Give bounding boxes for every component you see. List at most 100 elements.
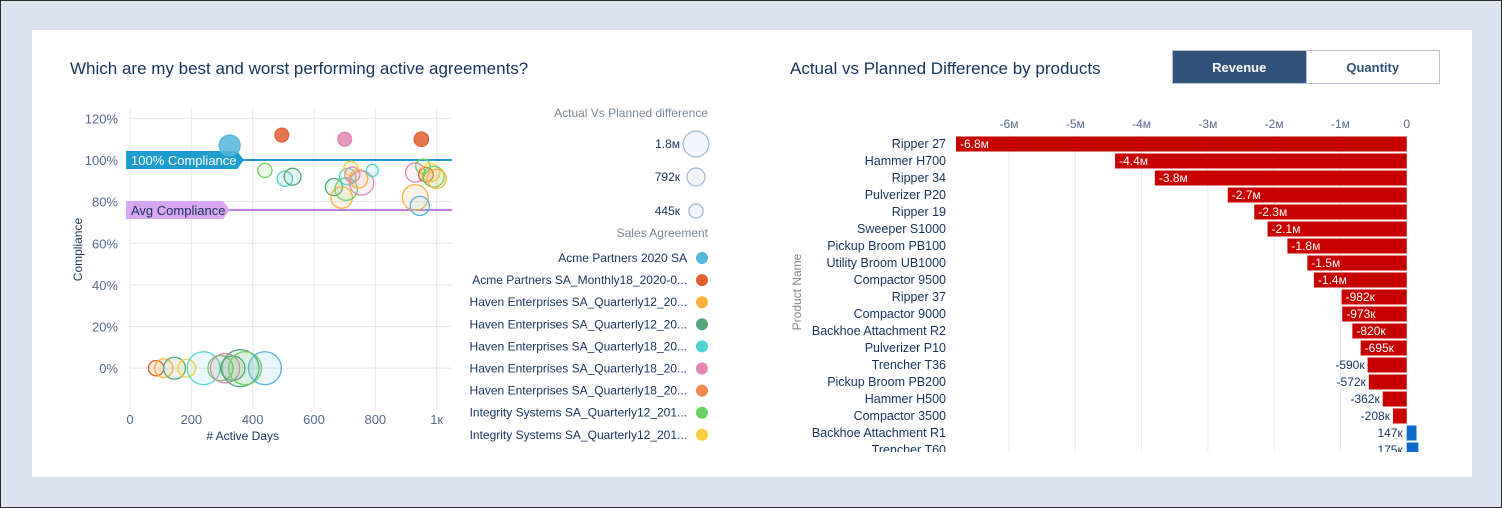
scatter-point[interactable]: [283, 167, 302, 186]
x-tick-label: 1к: [430, 412, 443, 427]
scatter-point[interactable]: [409, 195, 431, 217]
size-legend-circle: [688, 203, 704, 219]
bar[interactable]: [1367, 357, 1407, 373]
bar[interactable]: [1287, 238, 1407, 254]
bar[interactable]: [1382, 391, 1407, 407]
scatter-chart: 0% 20% 40% 60% 80% 100% 120% 0 200 400 600 800 1к # A…: [71, 106, 710, 443]
x-tick-label: 200: [180, 412, 202, 427]
scatter-point[interactable]: [218, 134, 241, 157]
color-legend-label[interactable]: Acme Partners 2020 SA: [558, 251, 687, 265]
color-legend-label[interactable]: Haven Enterprises SA_Quarterly18_20...: [470, 339, 687, 353]
x-tick-label: -1м: [1331, 117, 1350, 131]
y-tick-label: 0%: [99, 361, 118, 376]
bar-chart: -6м -5м -4м -3м -2м -1м 0 Product Name Ripper 27…: [790, 117, 1419, 456]
x-tick-label: 600: [303, 412, 325, 427]
data-label: -2.3м: [1258, 205, 1287, 219]
size-legend-label: 445к: [655, 204, 681, 218]
y-tick-label: 100%: [85, 153, 119, 168]
y-tick-label: 80%: [92, 195, 118, 210]
bar[interactable]: [1313, 272, 1407, 288]
scatter-point[interactable]: [426, 168, 447, 190]
scatter-point[interactable]: [348, 170, 375, 196]
bar[interactable]: [1267, 221, 1407, 237]
data-label: -2.7м: [1232, 188, 1261, 202]
scatter-point[interactable]: [227, 351, 263, 386]
scatter-point[interactable]: [365, 163, 379, 178]
scatter-point[interactable]: [404, 162, 426, 183]
bar-chart-title: Actual vs Planned Difference by products: [790, 59, 1101, 78]
bar[interactable]: [1307, 255, 1407, 271]
bar[interactable]: [1115, 153, 1407, 169]
scatter-point[interactable]: [343, 160, 359, 177]
x-tick-label: -6м: [1000, 117, 1019, 131]
bar[interactable]: [1392, 408, 1407, 424]
scatter-point[interactable]: [413, 131, 430, 148]
scatter-point[interactable]: [219, 355, 246, 382]
scatter-point[interactable]: [257, 162, 273, 179]
scatter-point[interactable]: [330, 186, 354, 209]
reference-tag: [126, 151, 244, 170]
color-legend-swatch: [696, 252, 708, 264]
color-legend-swatch: [696, 296, 708, 309]
bar[interactable]: [1227, 187, 1407, 203]
color-legend-label[interactable]: Haven Enterprises SA_Quarterly18_20...: [470, 384, 687, 398]
color-legend-swatch: [696, 318, 708, 331]
size-legend-label: 1.8м: [655, 137, 680, 151]
scatter-point[interactable]: [247, 351, 283, 386]
quantity-toggle-button[interactable]: Quantity: [1305, 51, 1439, 83]
revenue-toggle-button[interactable]: Revenue: [1173, 51, 1306, 83]
color-legend-swatch: [696, 340, 708, 353]
category-label: Pickup Broom PB200: [827, 375, 946, 389]
x-tick-label: 800: [364, 412, 386, 427]
data-label: -362к: [1350, 392, 1380, 406]
scatter-point[interactable]: [337, 131, 353, 147]
data-label: 175к: [1377, 443, 1403, 455]
color-legend-label[interactable]: Acme Partners SA_Monthly18_2020-0...: [472, 273, 687, 287]
data-label: -695к: [1365, 341, 1395, 355]
category-label: Backhoe Attachment R2: [812, 324, 946, 338]
y-tick-label: 120%: [85, 111, 119, 126]
category-label: Hammer H700: [865, 154, 946, 168]
bar[interactable]: [1352, 323, 1407, 339]
bar[interactable]: [1406, 425, 1417, 441]
category-label: Utility Broom UB1000: [827, 256, 947, 270]
y-axis-label: Compliance: [71, 218, 85, 282]
scatter-chart-title: Which are my best and worst performing a…: [70, 59, 529, 78]
data-label: 147к: [1377, 426, 1403, 440]
bar[interactable]: [1341, 289, 1407, 305]
metric-toggle: Revenue Quantity: [1172, 50, 1440, 84]
data-label: -572к: [1337, 375, 1367, 389]
reference-tag: [126, 200, 230, 219]
category-label: Pickup Broom PB100: [827, 239, 946, 253]
bar[interactable]: [1406, 442, 1419, 456]
bar[interactable]: [1154, 170, 1407, 186]
data-label: -1.5м: [1311, 256, 1340, 270]
scatter-point[interactable]: [417, 166, 434, 183]
color-legend-title: Sales Agreement: [617, 226, 709, 240]
bar[interactable]: [1342, 306, 1407, 322]
scatter-point[interactable]: [209, 352, 241, 384]
y-tick-label: 40%: [92, 278, 118, 293]
scatter-point[interactable]: [420, 162, 441, 183]
data-label: -982к: [1346, 290, 1376, 304]
color-legend-label[interactable]: Integrity Systems SA_Quarterly12_201...: [470, 406, 687, 420]
bar[interactable]: [956, 136, 1407, 152]
color-legend-label[interactable]: Haven Enterprises SA_Quarterly12_20...: [470, 317, 687, 331]
data-label: -6.8м: [960, 137, 989, 151]
color-legend-label[interactable]: Haven Enterprises SA_Quarterly12_20...: [470, 295, 687, 309]
bar[interactable]: [1254, 204, 1407, 220]
category-label: Backhoe Attachment R1: [812, 426, 946, 440]
color-legend-label[interactable]: Haven Enterprises SA_Quarterly18_20...: [470, 362, 687, 376]
scatter-point[interactable]: [274, 127, 290, 143]
size-legend-label: 792к: [655, 170, 681, 184]
category-label: Ripper 37: [892, 290, 946, 304]
data-label: -4.4м: [1119, 154, 1148, 168]
bar[interactable]: [1368, 374, 1407, 390]
reference-label: 100% Compliance: [131, 153, 237, 168]
color-legend-label[interactable]: Integrity Systems SA_Quarterly12_201...: [470, 428, 687, 442]
scatter-point[interactable]: [422, 165, 445, 188]
category-label: Ripper 34: [892, 171, 946, 185]
color-legend-swatch: [696, 428, 708, 441]
size-legend-circle: [686, 167, 706, 187]
bar[interactable]: [1360, 340, 1407, 356]
